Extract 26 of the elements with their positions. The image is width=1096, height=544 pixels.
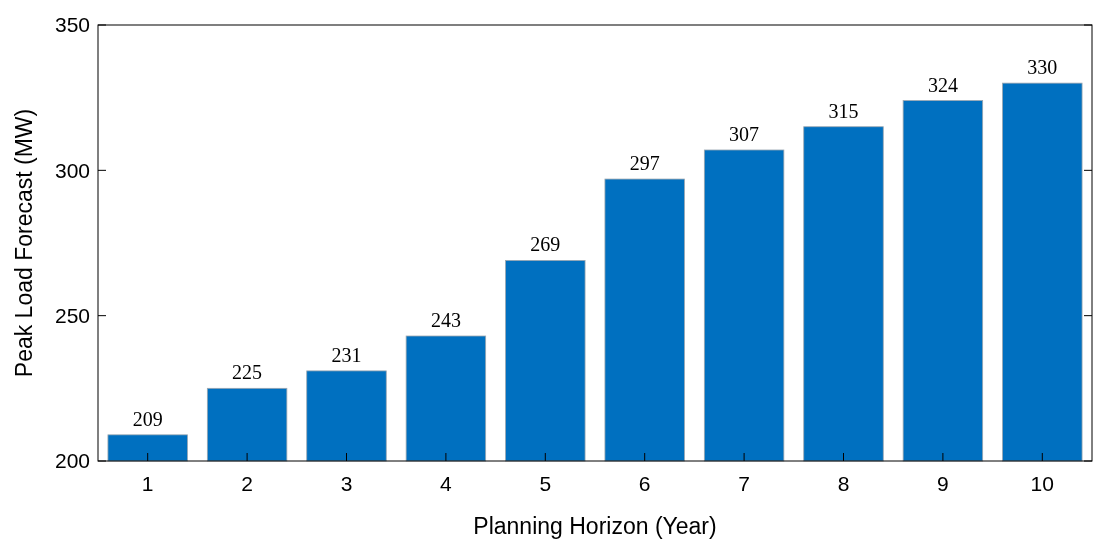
y-axis-title: Peak Load Forecast (MW): [11, 108, 37, 378]
x-tick-label: 7: [738, 472, 750, 495]
y-tick-label: 350: [54, 13, 90, 37]
x-tick-label: 10: [1030, 472, 1054, 495]
data-label: 307: [729, 122, 760, 145]
x-tick-label: 3: [340, 472, 353, 495]
x-axis-title: Planning Horizon (Year): [473, 513, 717, 539]
x-tick-label: 6: [638, 472, 651, 495]
data-label: 330: [1027, 56, 1058, 79]
data-label: 324: [927, 73, 958, 96]
x-tick-label: 8: [837, 472, 850, 495]
x-tick-label: 2: [241, 472, 253, 495]
data-label: 297: [629, 152, 660, 175]
y-tick-label: 250: [54, 304, 90, 328]
data-label: 231: [331, 343, 362, 366]
data-label: 315: [828, 99, 859, 122]
x-tick-label: 1: [141, 472, 154, 495]
data-label: 269: [530, 233, 561, 256]
data-label: 225: [232, 361, 263, 384]
data-label: 209: [132, 407, 163, 430]
data-label: 243: [430, 309, 461, 332]
y-tick-label: 200: [54, 449, 90, 473]
y-tick-label: 300: [54, 158, 90, 182]
x-tick-label: 5: [539, 472, 552, 495]
x-tick-label: 9: [937, 472, 949, 495]
x-tick-label: 4: [440, 472, 453, 495]
